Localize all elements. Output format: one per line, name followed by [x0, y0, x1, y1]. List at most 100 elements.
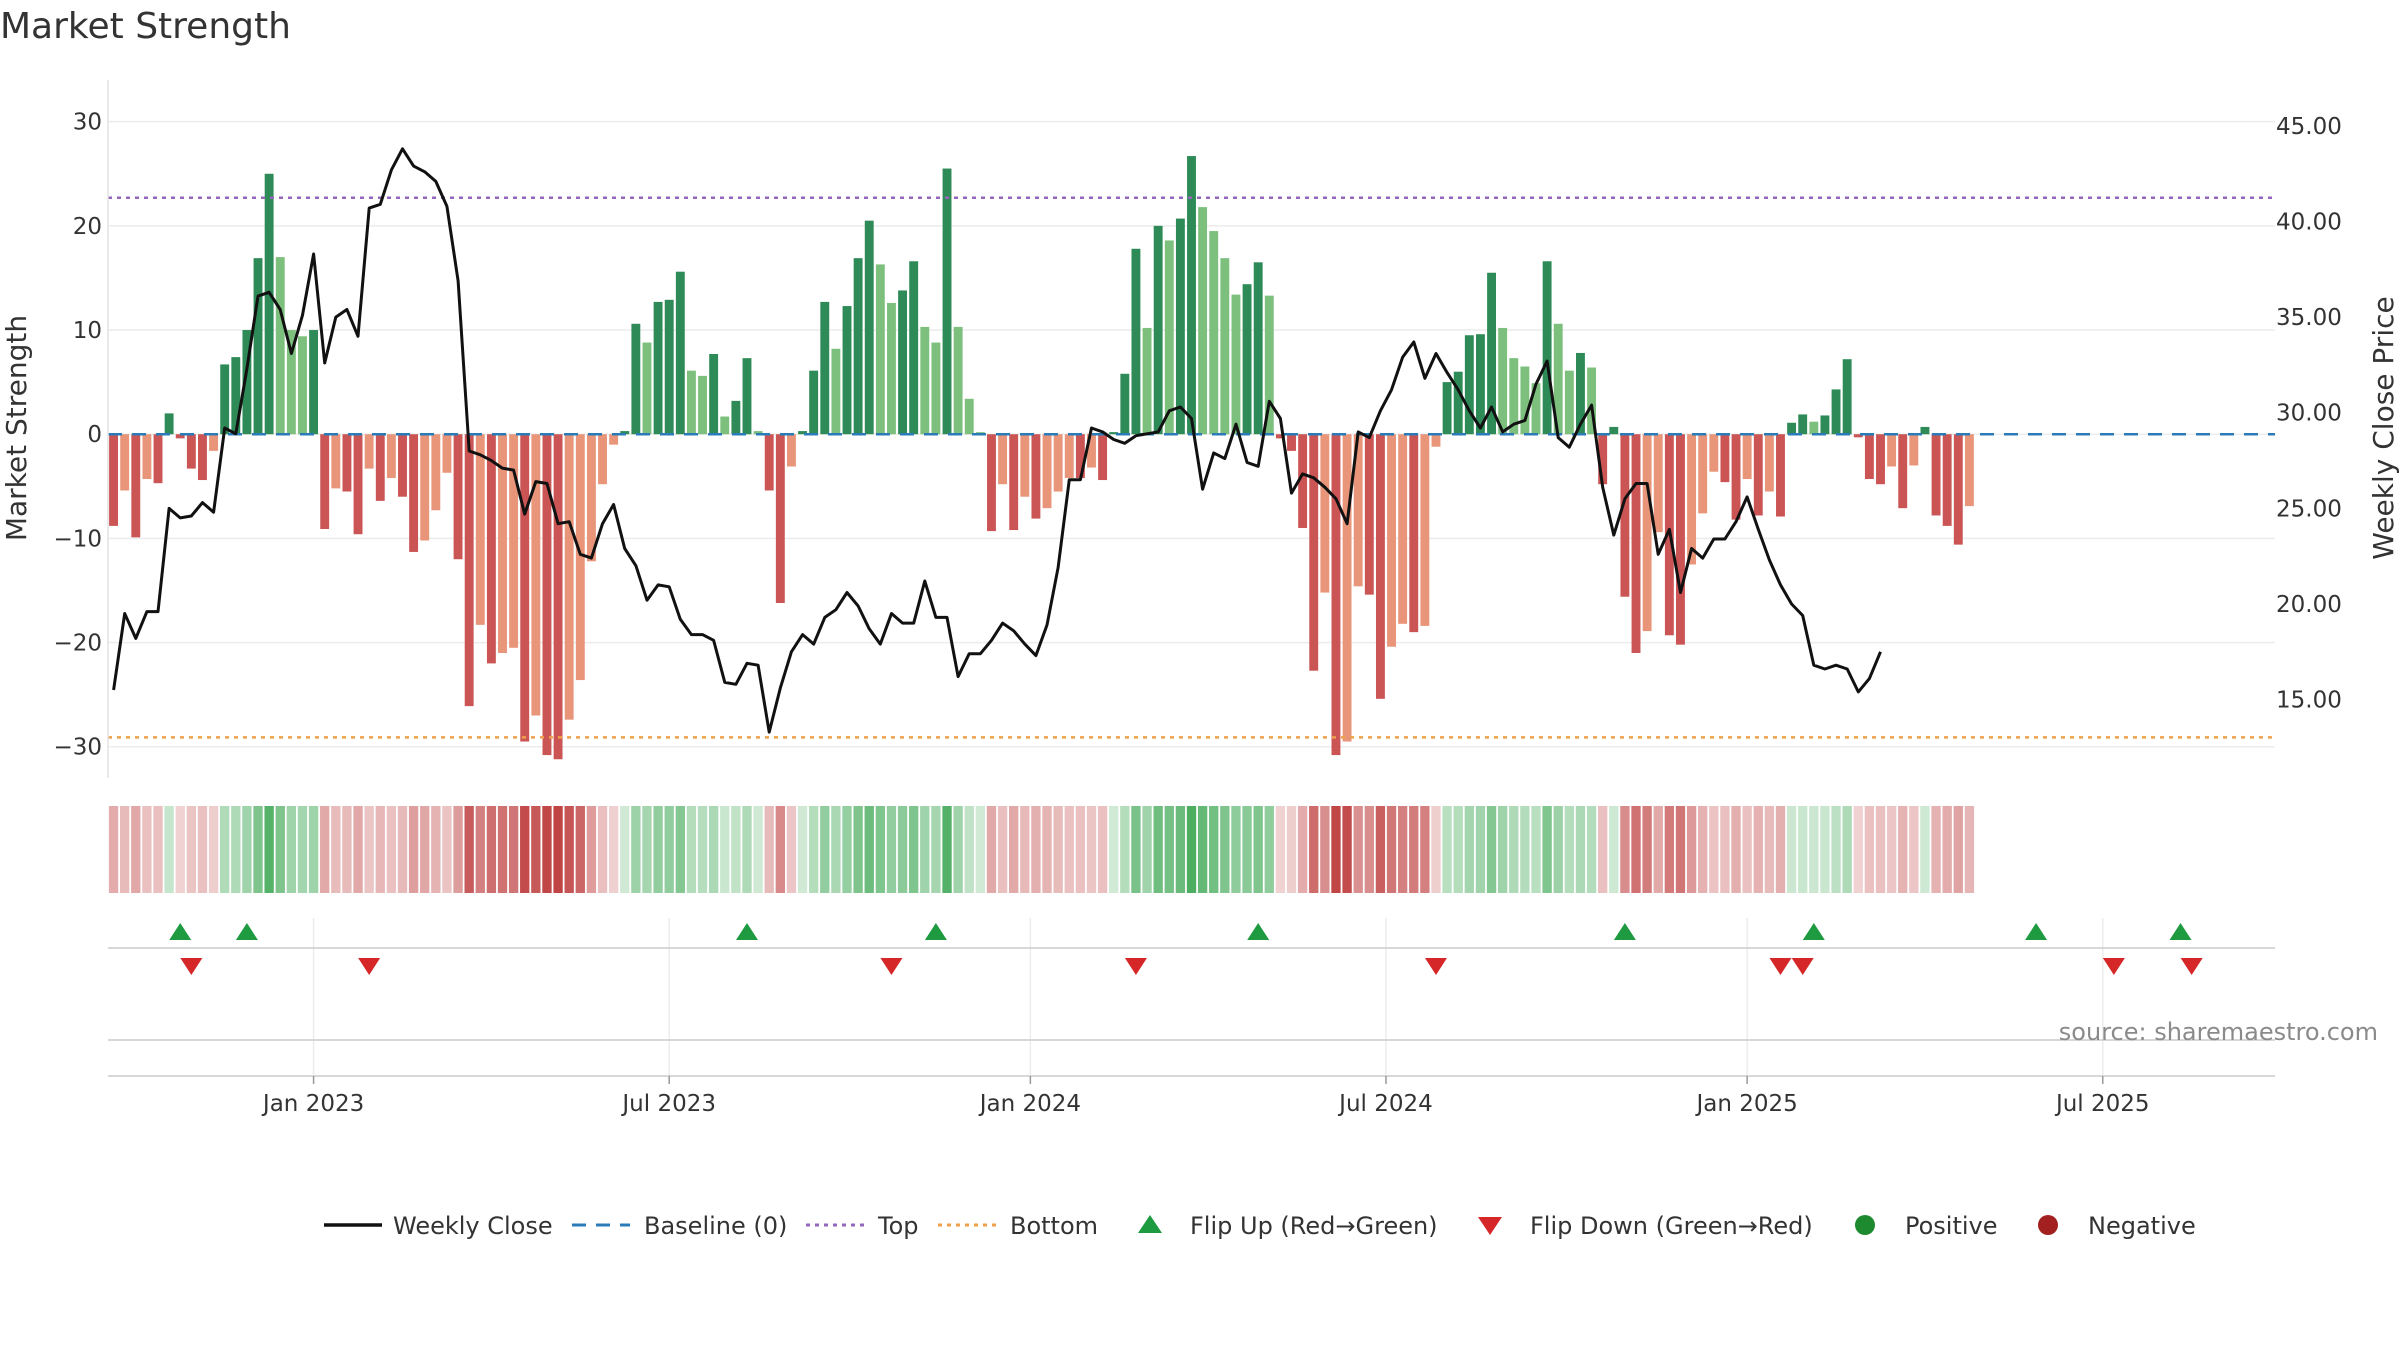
strength-bar [998, 434, 1008, 485]
right-axis-title: Weekly Close Price [2367, 296, 2400, 559]
strength-bar [842, 306, 852, 435]
flip-down-marker [358, 958, 381, 975]
heat-cell [1120, 806, 1130, 893]
heat-cell [1164, 806, 1174, 893]
legend-label: Flip Up (Red→Green) [1190, 1212, 1438, 1240]
heat-cell [564, 806, 574, 893]
heat-cell [942, 806, 952, 893]
strength-bar [1087, 434, 1096, 468]
heat-cell [1953, 806, 1963, 893]
strength-bar [953, 326, 963, 435]
heat-cell [431, 806, 441, 893]
heat-cell [1864, 806, 1875, 893]
heat-cell [342, 806, 352, 893]
heat-cell [1309, 806, 1319, 893]
x-tick-label: Jul 2024 [1337, 1091, 1433, 1117]
heat-cell [1175, 806, 1186, 893]
strength-bar [520, 434, 530, 742]
heat-cell [1675, 806, 1686, 893]
heat-cell [1509, 806, 1519, 893]
heat-cell [620, 806, 630, 893]
heat-cell [1564, 806, 1575, 893]
strength-bar [931, 342, 941, 435]
strength-bar [987, 434, 996, 532]
heat-cell [853, 806, 863, 893]
x-tick-label: Jan 2024 [978, 1091, 1081, 1117]
heat-cell [1009, 806, 1019, 893]
legend-label: Flip Down (Green→Red) [1530, 1212, 1813, 1240]
heat-cell [1653, 806, 1663, 893]
strength-bar [1853, 434, 1863, 438]
heat-cell [1075, 806, 1086, 893]
heat-cell [1898, 806, 1908, 893]
heat-cell [1475, 806, 1486, 893]
strength-bar [1720, 434, 1730, 483]
strength-bar [1353, 434, 1363, 587]
heat-cell [153, 806, 163, 893]
heat-cell [1786, 806, 1797, 893]
right-tick-label: 20.00 [2276, 592, 2342, 618]
strength-bar [409, 434, 419, 552]
right-tick-label: 35.00 [2276, 305, 2342, 331]
strength-bar [1131, 248, 1141, 435]
strength-bar [909, 261, 919, 435]
heat-cell [975, 806, 986, 893]
heat-strip [108, 806, 1975, 893]
strength-bar [531, 434, 541, 716]
heat-cell [997, 806, 1008, 893]
strength-bar [386, 434, 396, 478]
strength-bar [1920, 426, 1930, 435]
strength-bar [253, 258, 263, 435]
flip-down-marker [1769, 958, 1792, 975]
strength-bar [1064, 434, 1074, 478]
strength-bar [887, 302, 896, 435]
heat-cell [1764, 806, 1775, 893]
flip-markers [169, 923, 2203, 975]
strength-bar [920, 326, 930, 435]
strength-bar [1475, 334, 1485, 435]
strength-bar [809, 370, 819, 435]
strength-bar [1342, 434, 1352, 742]
strength-bar [1564, 370, 1574, 435]
heat-cell [1453, 806, 1463, 893]
left-tick-label: −10 [53, 526, 102, 552]
strength-bar [742, 358, 752, 435]
legend-swatch-flip-up [1138, 1215, 1162, 1233]
strength-bar [1287, 434, 1296, 451]
strength-bar [1931, 434, 1941, 516]
heat-cell [1542, 806, 1552, 893]
heat-cell [531, 806, 541, 893]
strength-bar [1153, 225, 1163, 435]
heat-cell [1875, 806, 1886, 893]
heat-cell [208, 806, 219, 893]
heat-cell [1586, 806, 1597, 893]
strength-bar [1031, 434, 1041, 519]
legend-swatch-negative [2038, 1215, 2058, 1235]
flip-down-marker [2180, 958, 2203, 975]
heat-cell [1253, 806, 1263, 893]
heat-cell [964, 806, 974, 893]
heat-cell [475, 806, 485, 893]
strength-bar [498, 434, 507, 653]
left-tick-label: 30 [73, 110, 102, 136]
strength-bar [1731, 434, 1741, 520]
strength-bar [1809, 421, 1819, 435]
heat-cell [142, 806, 152, 893]
heat-cell [375, 806, 385, 893]
heat-cell [575, 806, 585, 893]
heat-cell [1598, 806, 1608, 893]
heat-cell [1731, 806, 1741, 893]
heat-cell [1220, 806, 1230, 893]
heat-cell [186, 806, 197, 893]
strength-bar [264, 173, 274, 435]
heat-cell [1397, 806, 1408, 893]
strength-bar [831, 348, 841, 435]
heat-cell [1809, 806, 1819, 893]
strength-bar [698, 375, 707, 435]
heat-cell [197, 806, 208, 893]
strength-bar [1542, 261, 1552, 435]
heat-cell [108, 806, 119, 893]
heat-cell [542, 806, 552, 893]
flip-down-marker [180, 958, 203, 975]
strength-bar [1431, 434, 1441, 447]
